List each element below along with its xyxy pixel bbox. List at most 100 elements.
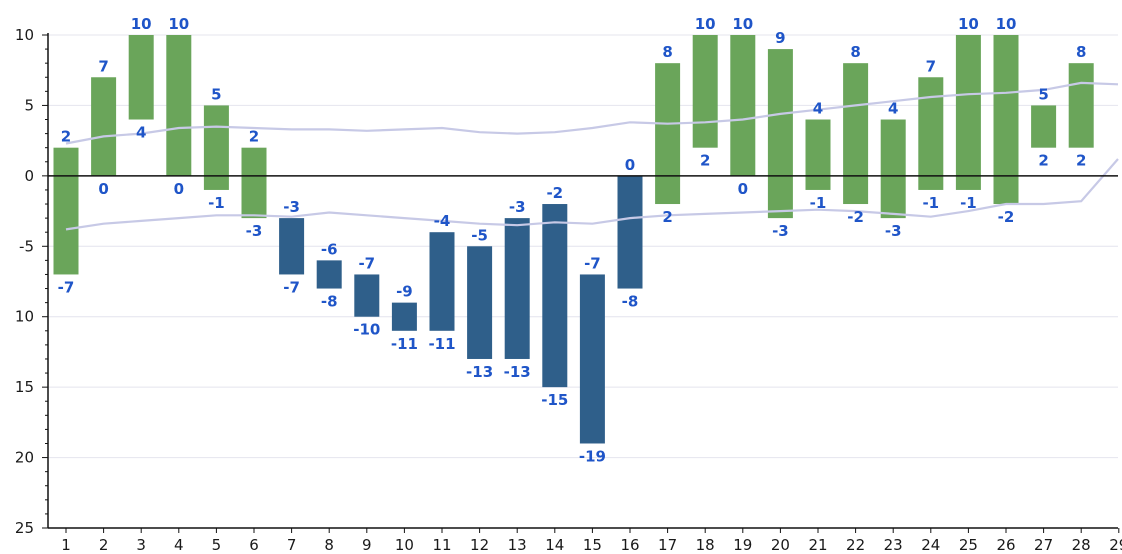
bar bbox=[391, 302, 417, 331]
bar-low-label: 2 bbox=[662, 208, 672, 226]
bar-high-label: -7 bbox=[358, 254, 375, 272]
bar-low-label: -11 bbox=[391, 335, 418, 353]
x-tick-label: 29 bbox=[1109, 536, 1122, 554]
bar-low-label: -8 bbox=[622, 293, 639, 311]
bar bbox=[1068, 63, 1094, 148]
bar-low-label: 0 bbox=[174, 180, 184, 198]
bar-low-label: -19 bbox=[579, 447, 606, 465]
bar-high-label: 2 bbox=[61, 128, 71, 146]
bar-high-label: -6 bbox=[321, 240, 338, 258]
bar-low-label: 2 bbox=[700, 152, 710, 170]
bar-high-label: -5 bbox=[471, 226, 488, 244]
x-tick-label: 4 bbox=[174, 536, 184, 554]
bar-low-label: -1 bbox=[922, 194, 939, 212]
bar bbox=[579, 274, 605, 444]
bar bbox=[655, 63, 681, 205]
x-tick-label: 26 bbox=[996, 536, 1015, 554]
x-tick-label: 3 bbox=[136, 536, 146, 554]
bar bbox=[203, 105, 229, 190]
bar bbox=[128, 35, 154, 120]
x-tick-label: 5 bbox=[212, 536, 222, 554]
bar-high-label: 10 bbox=[996, 15, 1017, 33]
bar-low-label: -15 bbox=[541, 391, 568, 409]
bar-low-label: -11 bbox=[428, 335, 455, 353]
bar-low-label: -1 bbox=[960, 194, 977, 212]
bar-low-label: -8 bbox=[321, 293, 338, 311]
bar-low-label: -10 bbox=[353, 321, 380, 339]
bar bbox=[1031, 105, 1057, 148]
bar bbox=[918, 77, 944, 190]
bar-low-label: -3 bbox=[772, 222, 789, 240]
bar-high-label: 9 bbox=[775, 29, 785, 47]
x-tick-label: 12 bbox=[470, 536, 489, 554]
x-tick-label: 27 bbox=[1034, 536, 1053, 554]
bar bbox=[993, 35, 1019, 205]
bar bbox=[730, 35, 756, 176]
bar-low-label: -7 bbox=[283, 278, 300, 296]
x-tick-label: 8 bbox=[324, 536, 334, 554]
bar-low-label: -2 bbox=[847, 208, 864, 226]
x-tick-label: 11 bbox=[432, 536, 451, 554]
bar-low-label: -3 bbox=[885, 222, 902, 240]
x-tick-label: 14 bbox=[545, 536, 564, 554]
bar bbox=[542, 204, 568, 388]
x-tick-label: 16 bbox=[620, 536, 639, 554]
bar-high-label: -3 bbox=[509, 198, 526, 216]
bar bbox=[429, 232, 455, 331]
bar-high-label: 8 bbox=[1076, 43, 1086, 61]
bar-high-label: 2 bbox=[249, 128, 259, 146]
x-tick-label: 21 bbox=[808, 536, 827, 554]
bar bbox=[166, 35, 192, 176]
y-tick-label: 5 bbox=[24, 96, 34, 114]
bar-high-label: 8 bbox=[662, 43, 672, 61]
bar bbox=[805, 119, 831, 190]
bar bbox=[843, 63, 869, 205]
y-tick-label: 10 bbox=[15, 308, 34, 326]
bar-low-label: -3 bbox=[246, 222, 263, 240]
bar bbox=[354, 274, 380, 317]
y-tick-label: -5 bbox=[19, 237, 34, 255]
x-tick-label: 24 bbox=[921, 536, 940, 554]
bar bbox=[467, 246, 493, 359]
x-tick-label: 10 bbox=[395, 536, 414, 554]
y-tick-label: 25 bbox=[15, 519, 34, 537]
bar bbox=[880, 119, 906, 219]
x-tick-label: 9 bbox=[362, 536, 372, 554]
bar-low-label: 4 bbox=[136, 124, 146, 142]
x-tick-label: 28 bbox=[1072, 536, 1091, 554]
bar-high-label: -3 bbox=[283, 198, 300, 216]
x-tick-label: 20 bbox=[771, 536, 790, 554]
bar bbox=[504, 218, 530, 359]
y-tick-label: 10 bbox=[15, 26, 34, 44]
bar-high-label: 4 bbox=[888, 100, 898, 118]
bar-high-label: 10 bbox=[131, 15, 152, 33]
bar bbox=[53, 147, 79, 275]
bar-high-label: -2 bbox=[546, 184, 563, 202]
bar-high-label: 7 bbox=[926, 57, 936, 75]
bar bbox=[617, 175, 643, 289]
bar-high-label: 0 bbox=[625, 156, 635, 174]
bar-low-label: -1 bbox=[208, 194, 225, 212]
bar-high-label: 10 bbox=[732, 15, 753, 33]
x-tick-label: 6 bbox=[249, 536, 259, 554]
bar-low-label: -2 bbox=[998, 208, 1015, 226]
bar bbox=[767, 49, 793, 219]
bar-low-label: 0 bbox=[738, 180, 748, 198]
bar-high-label: 7 bbox=[98, 57, 108, 75]
bar-high-label: 5 bbox=[1038, 85, 1048, 103]
bar-low-label: 0 bbox=[98, 180, 108, 198]
bar-high-label: 4 bbox=[813, 100, 823, 118]
bar bbox=[955, 35, 981, 190]
bar-high-label: 10 bbox=[958, 15, 979, 33]
bar-high-label: 8 bbox=[850, 43, 860, 61]
bar-low-label: -13 bbox=[504, 363, 531, 381]
bar-high-label: -4 bbox=[434, 212, 451, 230]
x-tick-label: 25 bbox=[959, 536, 978, 554]
bar-low-label: -7 bbox=[58, 278, 75, 296]
bar-high-label: -7 bbox=[584, 254, 601, 272]
bar-high-label: 5 bbox=[211, 85, 221, 103]
y-tick-label: 15 bbox=[15, 378, 34, 396]
bar bbox=[279, 218, 305, 275]
x-tick-label: 13 bbox=[508, 536, 527, 554]
lower-trend-line bbox=[65, 158, 1119, 231]
